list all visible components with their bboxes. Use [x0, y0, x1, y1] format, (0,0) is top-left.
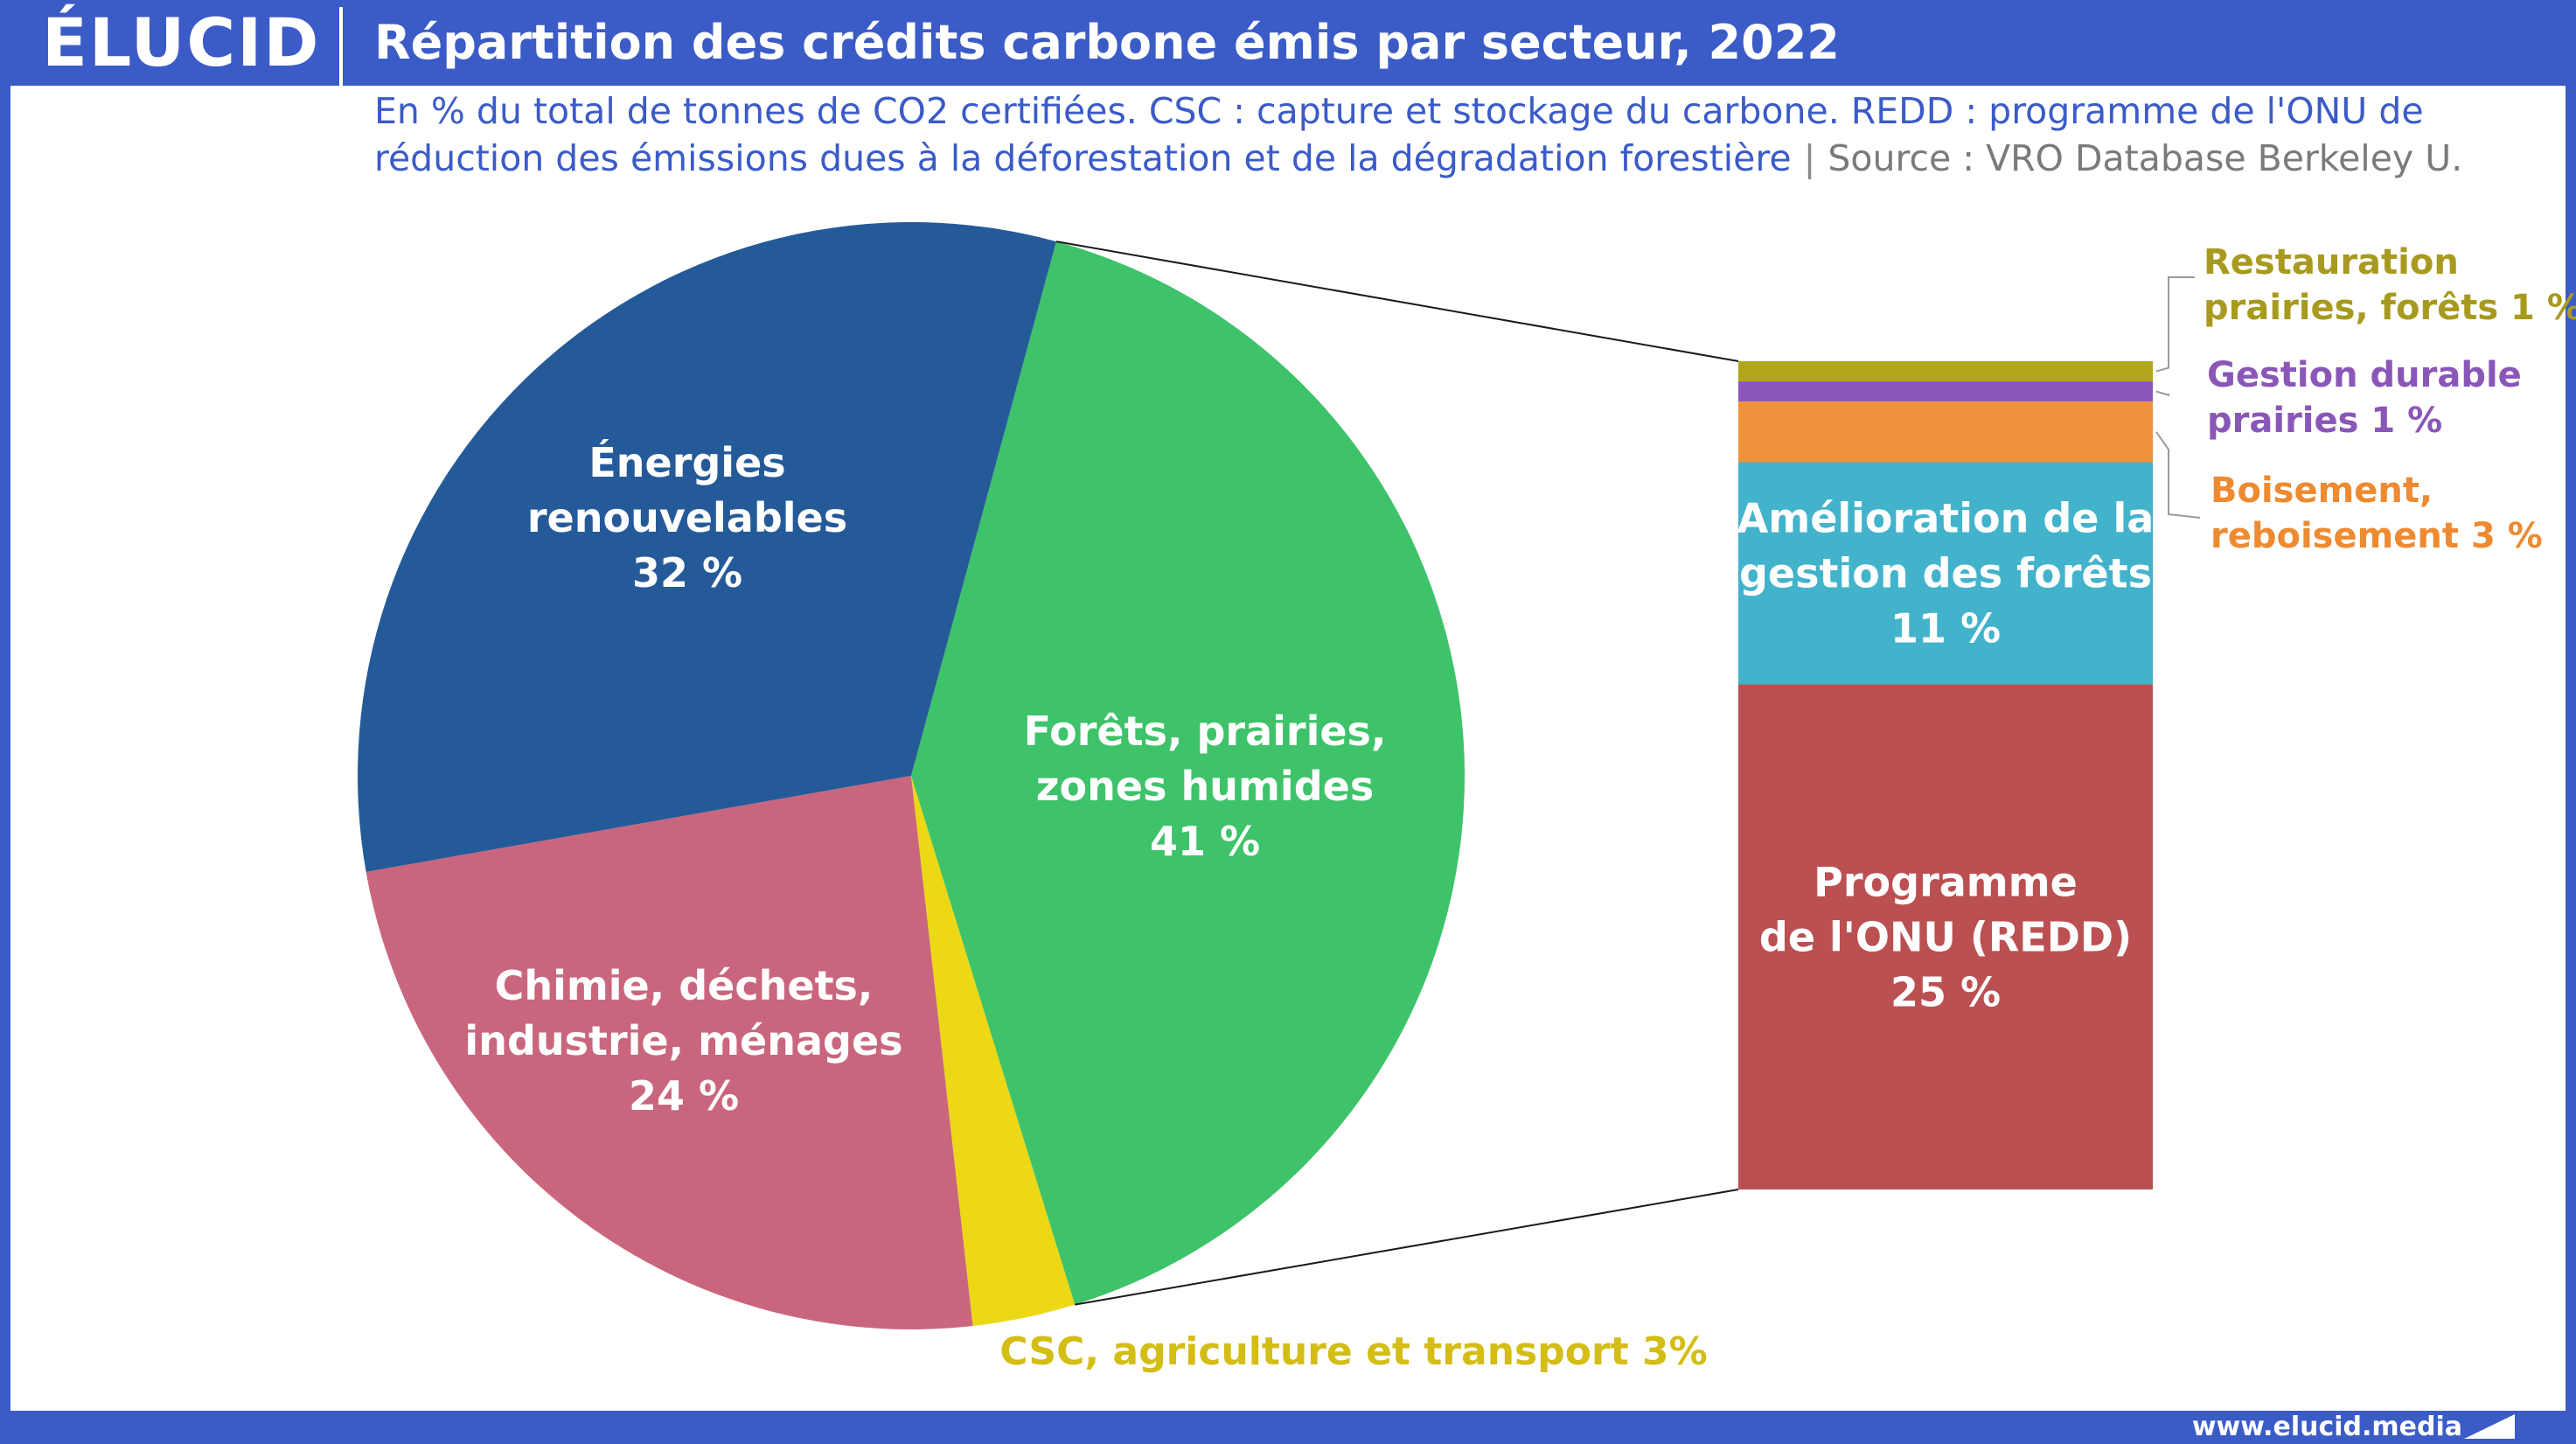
- footer-url[interactable]: www.elucid.media: [2191, 1412, 2462, 1442]
- pie-slice-energies: [358, 221, 1056, 872]
- bar-label-programme: Programme de l'ONU (REDD) 25 %: [1759, 858, 2132, 1015]
- callout-leader-boisement: [2155, 431, 2201, 519]
- bar-callout-boisement: Boisement, reboisement 3 %: [2210, 471, 2543, 556]
- pie-label-forets-prairies: Forêts, prairies, zones humides 41 %: [1024, 708, 1387, 865]
- pie-slice-csc-agriculture-et-transport-3: [911, 776, 1076, 1327]
- subtitle-line-1: En % du total de tonnes de CO2 certifiée…: [374, 90, 2424, 132]
- bar-segment-amelioration-de-la: [1738, 462, 2153, 685]
- connector-line-top: [1055, 241, 1739, 362]
- brand-mark-icon: [2464, 1414, 2515, 1439]
- chart-subtitle: En % du total de tonnes de CO2 certifiée…: [374, 87, 2543, 182]
- subtitle-separator: |: [1803, 137, 1816, 179]
- pie-slice-forets-prairies: [911, 241, 1466, 1305]
- callout-leader-restauration: [2155, 276, 2195, 373]
- footer-bar: www.elucid.media: [0, 1411, 2576, 1444]
- frame-left: [0, 86, 10, 1411]
- subtitle-line-2: réduction des émissions dues à la défore…: [374, 135, 2543, 182]
- brand-logo: ÉLUCID: [42, 3, 321, 81]
- pie-label-chimie-dechets: Chimie, déchets, industrie, ménages 24 %: [464, 962, 902, 1120]
- bar-segment-gestion-durable: [1738, 381, 2153, 402]
- connector-line-bottom: [1075, 1189, 1739, 1306]
- header-bar: ÉLUCID Répartition des crédits carbone é…: [0, 0, 2576, 86]
- pie-label-energies: Énergies renouvelables 32 %: [527, 439, 847, 596]
- callout-leader-gestion-durable: [2155, 390, 2169, 396]
- header-divider: [339, 7, 343, 86]
- bar-segment-restauration: [1738, 361, 2153, 382]
- subtitle-line-2-text: réduction des émissions dues à la défore…: [374, 137, 1792, 179]
- pie-slice-chimie-dechets: [366, 776, 973, 1330]
- pie-label-csc: CSC, agriculture et transport 3%: [999, 1329, 1707, 1374]
- source-note: Source : VRO Database Berkeley U.: [1828, 137, 2463, 179]
- bar-callout-gestion-durable: Gestion durable prairies 1 %: [2207, 355, 2522, 441]
- frame-right: [2566, 86, 2576, 1411]
- bar-segment-boisement: [1738, 401, 2153, 463]
- bar-label-amelioration-de-la: Amélioration de la gestion des forêts 11 %: [1737, 495, 2155, 652]
- bar-segment-programme: [1738, 684, 2153, 1189]
- chart-title: Répartition des crédits carbone émis par…: [374, 15, 1840, 70]
- bar-callout-restauration: Restauration prairies, forêts 1 %: [2204, 242, 2576, 328]
